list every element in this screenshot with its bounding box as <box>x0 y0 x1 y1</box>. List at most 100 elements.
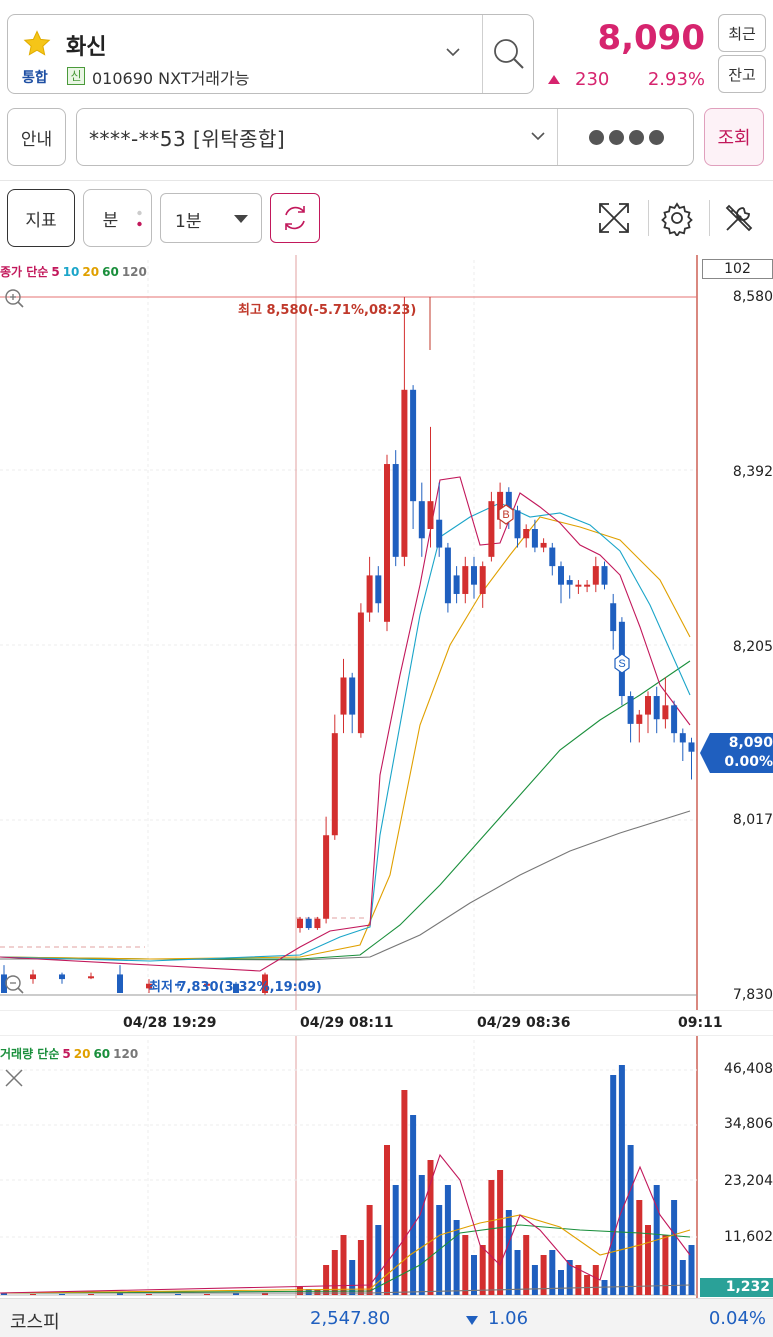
candle-body <box>671 705 678 734</box>
legend-ma120: 120 <box>113 1047 139 1061</box>
settings-button[interactable] <box>657 198 697 238</box>
candle-body <box>331 733 338 836</box>
candle-body <box>297 918 303 929</box>
vol-ma120-line <box>0 1284 691 1294</box>
ma10-line <box>0 502 691 962</box>
minute-button[interactable]: 분 <box>83 189 152 247</box>
star-icon[interactable] <box>20 29 54 59</box>
volume-bar <box>531 1265 538 1295</box>
legend-prefix: 거래량 단순 <box>0 1047 60 1061</box>
candle-body <box>636 714 643 724</box>
balance-button[interactable]: 잔고 <box>718 55 766 93</box>
volume-bar <box>566 1260 573 1295</box>
info-button[interactable]: 안내 <box>7 108 66 166</box>
volume-bar <box>610 1075 617 1295</box>
volume-bar <box>505 1210 512 1295</box>
zoom-out-icon[interactable] <box>5 975 24 994</box>
candle-count[interactable]: 102 <box>702 259 773 279</box>
volume-close-icon[interactable] <box>5 1069 23 1087</box>
interval-select[interactable]: 1분 <box>160 193 262 243</box>
fullscreen-button[interactable] <box>594 198 634 238</box>
legend-prefix: 종가 단순 <box>0 265 49 279</box>
candle-body <box>444 547 451 604</box>
time-axis[interactable] <box>0 1010 773 1036</box>
search-button[interactable] <box>484 15 534 93</box>
divider <box>709 200 710 236</box>
candle-body <box>175 983 181 986</box>
candle-body <box>462 566 469 594</box>
password-dot <box>588 129 604 145</box>
current-price-tag <box>700 733 773 773</box>
volume-bar <box>233 1293 239 1295</box>
buy-marker-label: B <box>502 509 509 521</box>
time-label: 09:11 <box>678 1015 723 1031</box>
volume-bar <box>357 1240 364 1295</box>
volume-bar <box>392 1185 399 1295</box>
zoom-in-icon[interactable] <box>5 289 24 308</box>
volume-grid <box>0 1069 697 1238</box>
candle-body <box>471 566 477 585</box>
candle-body <box>401 389 408 557</box>
candle-body <box>488 501 495 557</box>
vol-ma20-line <box>0 1214 691 1294</box>
refresh-button[interactable] <box>270 193 320 243</box>
volume-bar <box>401 1090 408 1295</box>
chevron-down-icon[interactable] <box>444 43 462 61</box>
chevron-down-icon[interactable] <box>529 127 547 145</box>
candle-body <box>531 529 538 548</box>
candle-body <box>59 974 65 980</box>
index-change-pct: 0.04% <box>708 1308 766 1329</box>
volume-bar <box>375 1225 382 1295</box>
candle-body <box>410 389 417 502</box>
password-field[interactable] <box>559 109 693 165</box>
price-legend[interactable]: 종가 단순 5 10 20 60 120 <box>0 263 150 280</box>
candle-body <box>117 974 123 993</box>
up-triangle-icon <box>548 75 560 84</box>
recent-button[interactable]: 최근 <box>718 14 766 52</box>
sell-marker[interactable]: S <box>614 653 630 674</box>
tools-button[interactable] <box>719 198 759 238</box>
candle-body <box>505 491 512 511</box>
candle-body <box>305 918 312 929</box>
candle-body <box>30 974 36 980</box>
query-button[interactable]: 조회 <box>704 108 764 166</box>
legend-ma5: 5 <box>62 1047 71 1061</box>
gear-icon <box>661 202 693 236</box>
volume-bar <box>540 1255 547 1295</box>
password-dot <box>608 129 624 145</box>
index-value: 2,547.80 <box>310 1308 391 1329</box>
candle-body <box>558 566 564 585</box>
index-ticker[interactable]: 코스피 2,547.80 1.06 0.04% <box>0 1298 773 1337</box>
volume-bar <box>146 1294 152 1295</box>
current-price-tag-pct: 0.00% <box>724 754 773 770</box>
volume-bar <box>427 1160 434 1295</box>
volume-bar <box>175 1294 181 1295</box>
password-dot <box>628 129 644 145</box>
indicator-button[interactable]: 지표 <box>7 189 75 247</box>
chart-area[interactable] <box>0 255 773 1282</box>
volume-bar <box>584 1275 591 1295</box>
volume-bar <box>366 1205 373 1295</box>
stock-selector[interactable]: 화신 통합 신 010690 NXT거래가능 <box>7 14 534 94</box>
volume-bar <box>636 1200 643 1295</box>
chart-svg[interactable]: B S <box>0 255 773 1298</box>
candle-body <box>575 584 582 587</box>
price-ma-lines <box>0 476 691 972</box>
candle-body <box>375 575 382 604</box>
legend-ma5: 5 <box>51 265 60 279</box>
credit-badge: 신 <box>67 67 85 85</box>
account-selector[interactable]: ****-**53 [위탁종합] <box>76 108 694 166</box>
legend-ma20: 20 <box>73 1047 91 1061</box>
candle-body <box>1 974 7 993</box>
volume-legend[interactable]: 거래량 단순 5 20 60 120 <box>0 1045 141 1062</box>
candle-body <box>627 696 634 724</box>
candle-body <box>540 542 547 548</box>
volume-ma-lines <box>0 1153 691 1294</box>
legend-ma10: 10 <box>62 265 80 279</box>
candle-body <box>357 612 364 734</box>
buy-marker[interactable]: B <box>498 504 514 525</box>
candle-body <box>453 575 460 594</box>
time-label: 04/29 08:11 <box>300 1015 394 1031</box>
volume-bar <box>627 1145 634 1295</box>
divider <box>482 15 483 93</box>
